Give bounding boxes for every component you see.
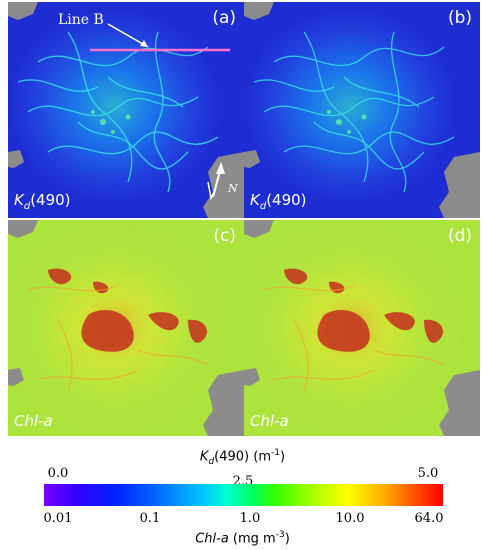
bottom-tick-2: 1.0 [239, 511, 261, 526]
bottom-tick-1: 0.1 [139, 511, 161, 526]
colorbar-top-title: Kd(490) (m-1) [199, 448, 286, 467]
panel-d-chl-map: (d) Chl-a [244, 220, 480, 436]
panel-label-d: (d) [447, 226, 472, 246]
kd490-map-image-b [244, 2, 480, 218]
kd490-map-image-a: N [8, 2, 244, 218]
panel-a-kd490-map: N Line B (a) Kd(490) [8, 2, 244, 218]
panel-label-c: (c) [213, 226, 236, 246]
chl-map-image-c [8, 220, 244, 436]
panel-b-kd490-map: (b) Kd(490) [244, 2, 480, 218]
panel-variable-a: Kd(490) [14, 191, 71, 212]
panel-c-chl-map: (c) Chl-a [8, 220, 244, 436]
panel-variable-c: Chl-a [14, 412, 53, 430]
top-tick-2: 5.0 [417, 466, 439, 481]
colorbar [44, 484, 443, 506]
panel-variable-b: Kd(490) [250, 191, 307, 212]
north-arrow-icon [207, 162, 225, 201]
top-tick-0: 0.0 [47, 466, 69, 481]
north-label: N [227, 182, 238, 195]
bottom-tick-3: 10.0 [335, 511, 365, 526]
bottom-tick-0: 0.01 [43, 511, 73, 526]
colorbar-bottom-title: Chl-a (mg m-3) [195, 530, 290, 547]
chl-map-image-d [244, 220, 480, 436]
line-b-label: Line B [58, 12, 104, 28]
panel-label-a: (a) [212, 8, 236, 28]
panel-label-b: (b) [447, 8, 472, 28]
panel-variable-d: Chl-a [250, 412, 289, 430]
bottom-tick-4: 64.0 [414, 511, 444, 526]
